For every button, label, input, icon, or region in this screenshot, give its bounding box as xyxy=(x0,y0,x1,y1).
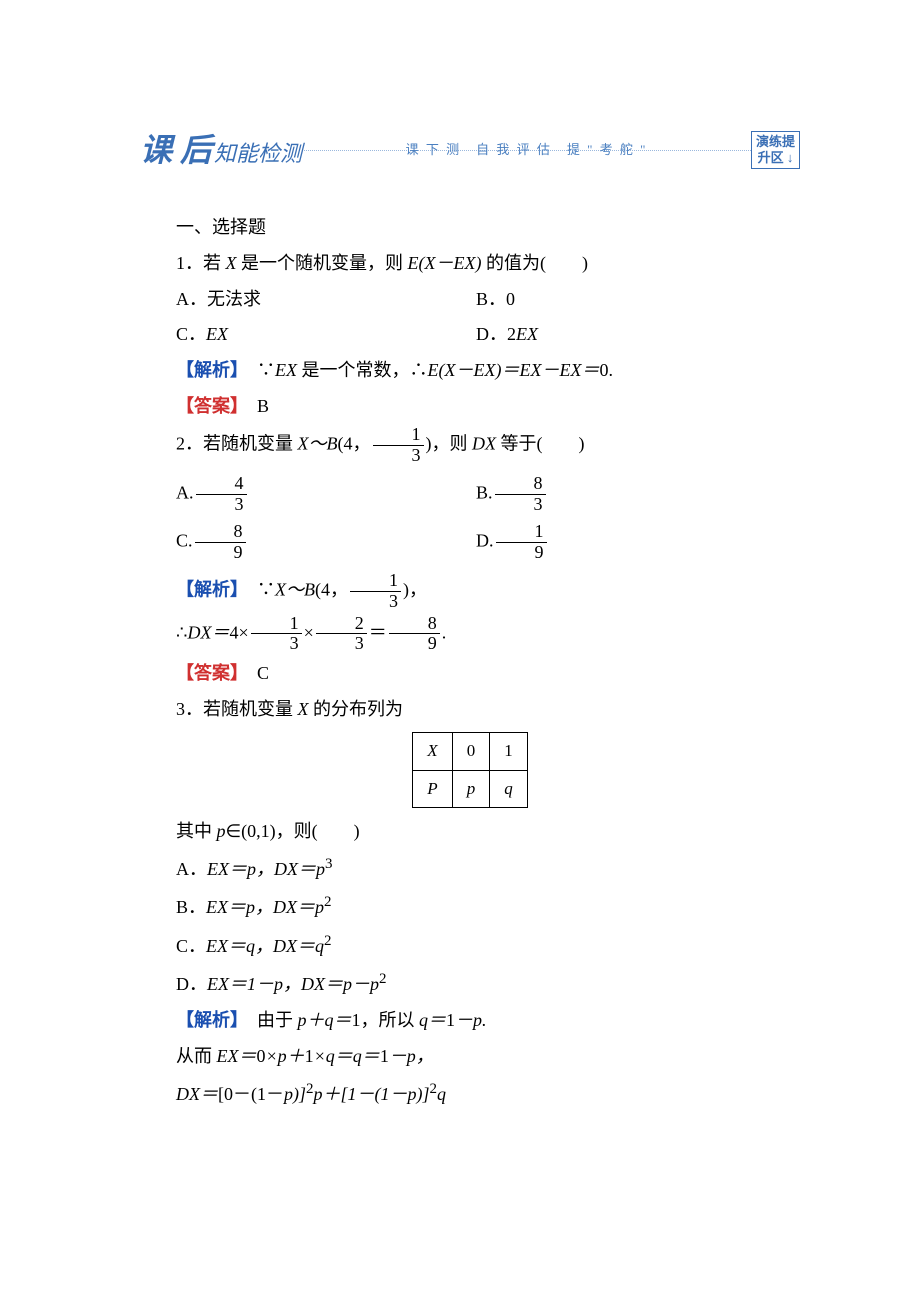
q3-optC: C．EX＝q，DX＝q2 xyxy=(140,927,800,963)
q3-distribution-table-wrap: X 0 1 P p q xyxy=(140,732,800,808)
q2-row-cd: C.89 D.19 xyxy=(140,522,800,563)
q1-X: X xyxy=(226,253,237,273)
q1-explanation: 【解析】 ∵EX 是一个常数，∴E(X－EX)＝EX－EX＝0. xyxy=(140,353,800,387)
explanation-label: 【解析】 xyxy=(176,1010,239,1030)
q2-explanation-2: ∴DX＝4×13×23＝89. xyxy=(140,614,800,655)
q1-answer: 【答案】 B xyxy=(140,389,800,423)
banner-small-text: 知能检测 xyxy=(214,133,302,175)
table-cell: 0 xyxy=(452,733,490,770)
q1-stem-c: 的值为( ) xyxy=(481,253,588,273)
q3-explanation-1: 【解析】 由于 p＋q＝1，所以 q＝1－p. xyxy=(140,1003,800,1037)
q2-optA: A.43 xyxy=(140,474,440,515)
q2-stem: 2．若随机变量 X～B(4，13)，则 DX 等于( ) xyxy=(140,425,800,466)
banner-big-text: 课 后 xyxy=(140,120,212,181)
q1-row-ab: A．无法求 B．0 xyxy=(140,282,800,316)
q3-optD: D．EX＝1－p，DX＝p－p2 xyxy=(140,965,800,1001)
table-cell: P xyxy=(413,770,452,807)
q3-optB: B．EX＝p，DX＝p2 xyxy=(140,888,800,924)
table-cell: p xyxy=(452,770,490,807)
table-cell: q xyxy=(490,770,528,807)
q1-stem-a: 1．若 xyxy=(176,253,226,273)
q2-answer: 【答案】 C xyxy=(140,656,800,690)
q2-optB: B.83 xyxy=(440,474,800,515)
table-row: P p q xyxy=(413,770,527,807)
banner-title: 课 后 知能检测 xyxy=(140,120,302,181)
q2-optC: C.89 xyxy=(140,522,440,563)
q3-condition: 其中 p∈(0,1)，则( ) xyxy=(140,814,800,848)
table-row: X 0 1 xyxy=(413,733,527,770)
q1-stem-b: 是一个随机变量，则 xyxy=(237,253,408,273)
q1-optC: C．EX xyxy=(140,317,440,351)
banner-badge-line2: 升区 ↓ xyxy=(756,150,795,166)
banner-badge: 演练提 升区 ↓ xyxy=(751,131,800,168)
explanation-label: 【解析】 xyxy=(176,360,239,380)
q3-explanation-2: 从而 EX＝0×p＋1×q＝q＝1－p， xyxy=(140,1039,800,1073)
table-cell: X xyxy=(413,733,452,770)
table-cell: 1 xyxy=(490,733,528,770)
header-banner: 课 后 知能检测 课 下 测 自 我 评 估 提 " 考 舵 " 演练提 升区 … xyxy=(140,130,800,170)
q2-frac-1-3: 13 xyxy=(373,425,424,466)
q3-optA: A．EX＝p，DX＝p3 xyxy=(140,850,800,886)
q1-optD: D．2EX xyxy=(440,317,800,351)
q3-explanation-3: DX＝[0－(1－p)]2p＋[1－(1－p)]2q xyxy=(140,1075,800,1111)
q2-answer-value: C xyxy=(257,663,269,683)
explanation-label: 【解析】 xyxy=(176,579,239,599)
q1-optB: B．0 xyxy=(440,282,800,316)
q1-row-cd: C．EX D．2EX xyxy=(140,317,800,351)
q1-optA: A．无法求 xyxy=(140,282,440,316)
banner-badge-line1: 演练提 xyxy=(756,134,795,150)
banner-subtitle: 课 下 测 自 我 评 估 提 " 考 舵 " xyxy=(302,138,751,163)
q2-explanation-1: 【解析】 ∵X～B(4，13)， xyxy=(140,571,800,612)
q3-distribution-table: X 0 1 P p q xyxy=(412,732,527,808)
q3-stem: 3．若随机变量 X 的分布列为 xyxy=(140,692,800,726)
answer-label: 【答案】 xyxy=(176,396,239,416)
q2-optD: D.19 xyxy=(440,522,800,563)
section-heading: 一、选择题 xyxy=(140,210,800,244)
q1-expr: E(X－EX) xyxy=(408,253,482,273)
answer-label: 【答案】 xyxy=(176,663,239,683)
q1-answer-value: B xyxy=(257,396,269,416)
q2-row-ab: A.43 B.83 xyxy=(140,474,800,515)
q1-stem: 1．若 X 是一个随机变量，则 E(X－EX) 的值为( ) xyxy=(140,246,800,280)
